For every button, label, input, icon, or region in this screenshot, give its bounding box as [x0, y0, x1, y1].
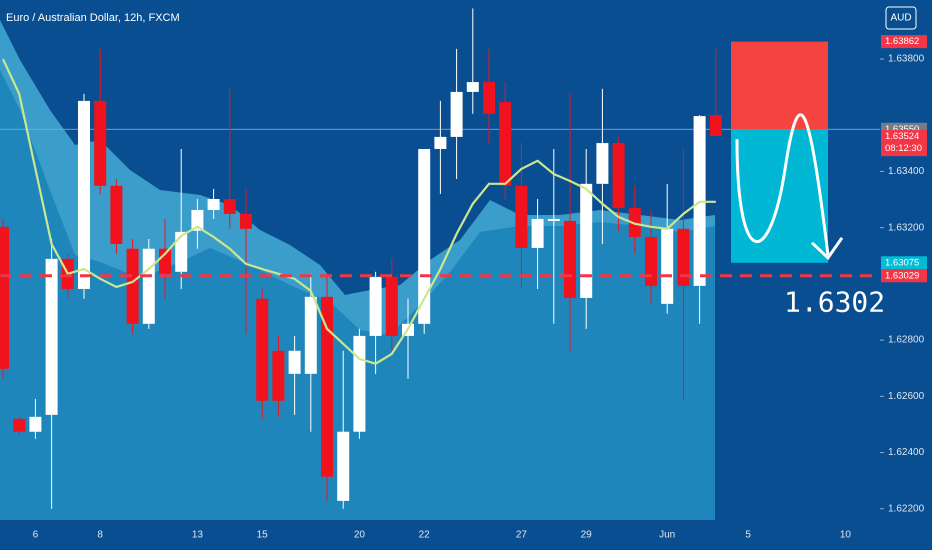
candle-body	[531, 218, 544, 248]
candle-body	[304, 296, 317, 374]
candle-body	[94, 100, 107, 186]
y-tick-label: 1.62600	[888, 391, 925, 402]
candle-body	[126, 248, 139, 324]
candle-body	[223, 199, 236, 214]
candle-body	[418, 148, 431, 324]
x-tick-label: 29	[581, 530, 593, 541]
candle-body	[175, 231, 188, 272]
candle-body	[45, 258, 58, 415]
x-tick-label: 5	[745, 530, 751, 541]
price-marker-label: 1.63029	[885, 270, 919, 281]
candle-body	[272, 350, 285, 401]
y-tick-label: 1.62400	[888, 447, 925, 458]
candle-body	[612, 143, 625, 208]
candle-body	[110, 185, 123, 244]
candle-body	[321, 296, 333, 477]
candle-body	[78, 100, 90, 289]
candle-body	[13, 418, 26, 432]
currency[interactable]: AUD	[890, 13, 911, 24]
candle-body	[353, 335, 366, 432]
x-tick-label: 8	[97, 530, 103, 541]
chart-title: Euro / Australian Dollar, 12h, FXCM	[6, 12, 180, 24]
candle-body	[256, 298, 269, 401]
moving-average	[2, 58, 716, 365]
x-tick-label: 27	[516, 530, 528, 541]
x-tick-label: 15	[257, 530, 269, 541]
price-marker	[881, 35, 927, 49]
price-marker-label: 1.63862	[885, 36, 919, 47]
candle-body	[191, 209, 204, 231]
y-tick-label: 1.62200	[888, 503, 925, 514]
x-tick-label: Jun	[659, 530, 675, 541]
candle-body	[240, 213, 252, 229]
candle-body	[0, 226, 9, 369]
x-tick-label: 6	[33, 530, 39, 541]
price-marker-label: 1.63550	[885, 124, 919, 135]
x-tick-label: 20	[354, 530, 366, 541]
candle-body	[434, 136, 447, 149]
candle-body	[207, 199, 220, 210]
candle-body	[483, 82, 495, 114]
candle-body	[709, 114, 722, 137]
price-marker-label: 1.63524	[885, 131, 919, 142]
price-marker	[881, 256, 927, 270]
candle-body	[369, 276, 382, 336]
candle-body	[661, 228, 674, 304]
y-tick-label: 1.63400	[888, 166, 925, 177]
x-tick-label: 10	[840, 530, 852, 541]
candle-body	[385, 276, 398, 336]
candle-body	[564, 220, 576, 298]
candle-body	[596, 143, 609, 184]
candle-body	[515, 185, 528, 248]
y-tick-label: 1.63200	[888, 222, 925, 233]
candle-body	[466, 82, 479, 92]
price-marker	[881, 130, 927, 157]
candle-body	[337, 431, 350, 501]
candle-body	[499, 102, 512, 186]
candle-body	[29, 416, 42, 432]
x-tick-label: 13	[192, 530, 204, 541]
candle-body	[159, 248, 171, 274]
currency-box[interactable]	[885, 6, 917, 30]
candle-body	[142, 248, 155, 324]
y-tick-label: 1.63800	[888, 54, 925, 65]
x-tick-label: 22	[419, 530, 431, 541]
band-fill	[0, 70, 715, 520]
arrow-curve	[735, 113, 830, 255]
candle-body	[450, 91, 463, 137]
candle-body	[580, 183, 593, 298]
arrow-head	[810, 236, 844, 261]
countdown: 08:12:30	[885, 143, 922, 154]
candle-body	[628, 208, 641, 237]
candle-body	[645, 236, 657, 286]
candle-body	[677, 228, 690, 286]
y-tick-label: 1.62800	[888, 335, 925, 346]
candle-body	[288, 350, 301, 374]
candle-body	[547, 218, 560, 221]
level-label: 1.6302	[784, 286, 885, 319]
price-marker	[881, 269, 927, 283]
stop-zone	[731, 41, 828, 130]
price-marker-label: 1.63075	[885, 257, 919, 268]
